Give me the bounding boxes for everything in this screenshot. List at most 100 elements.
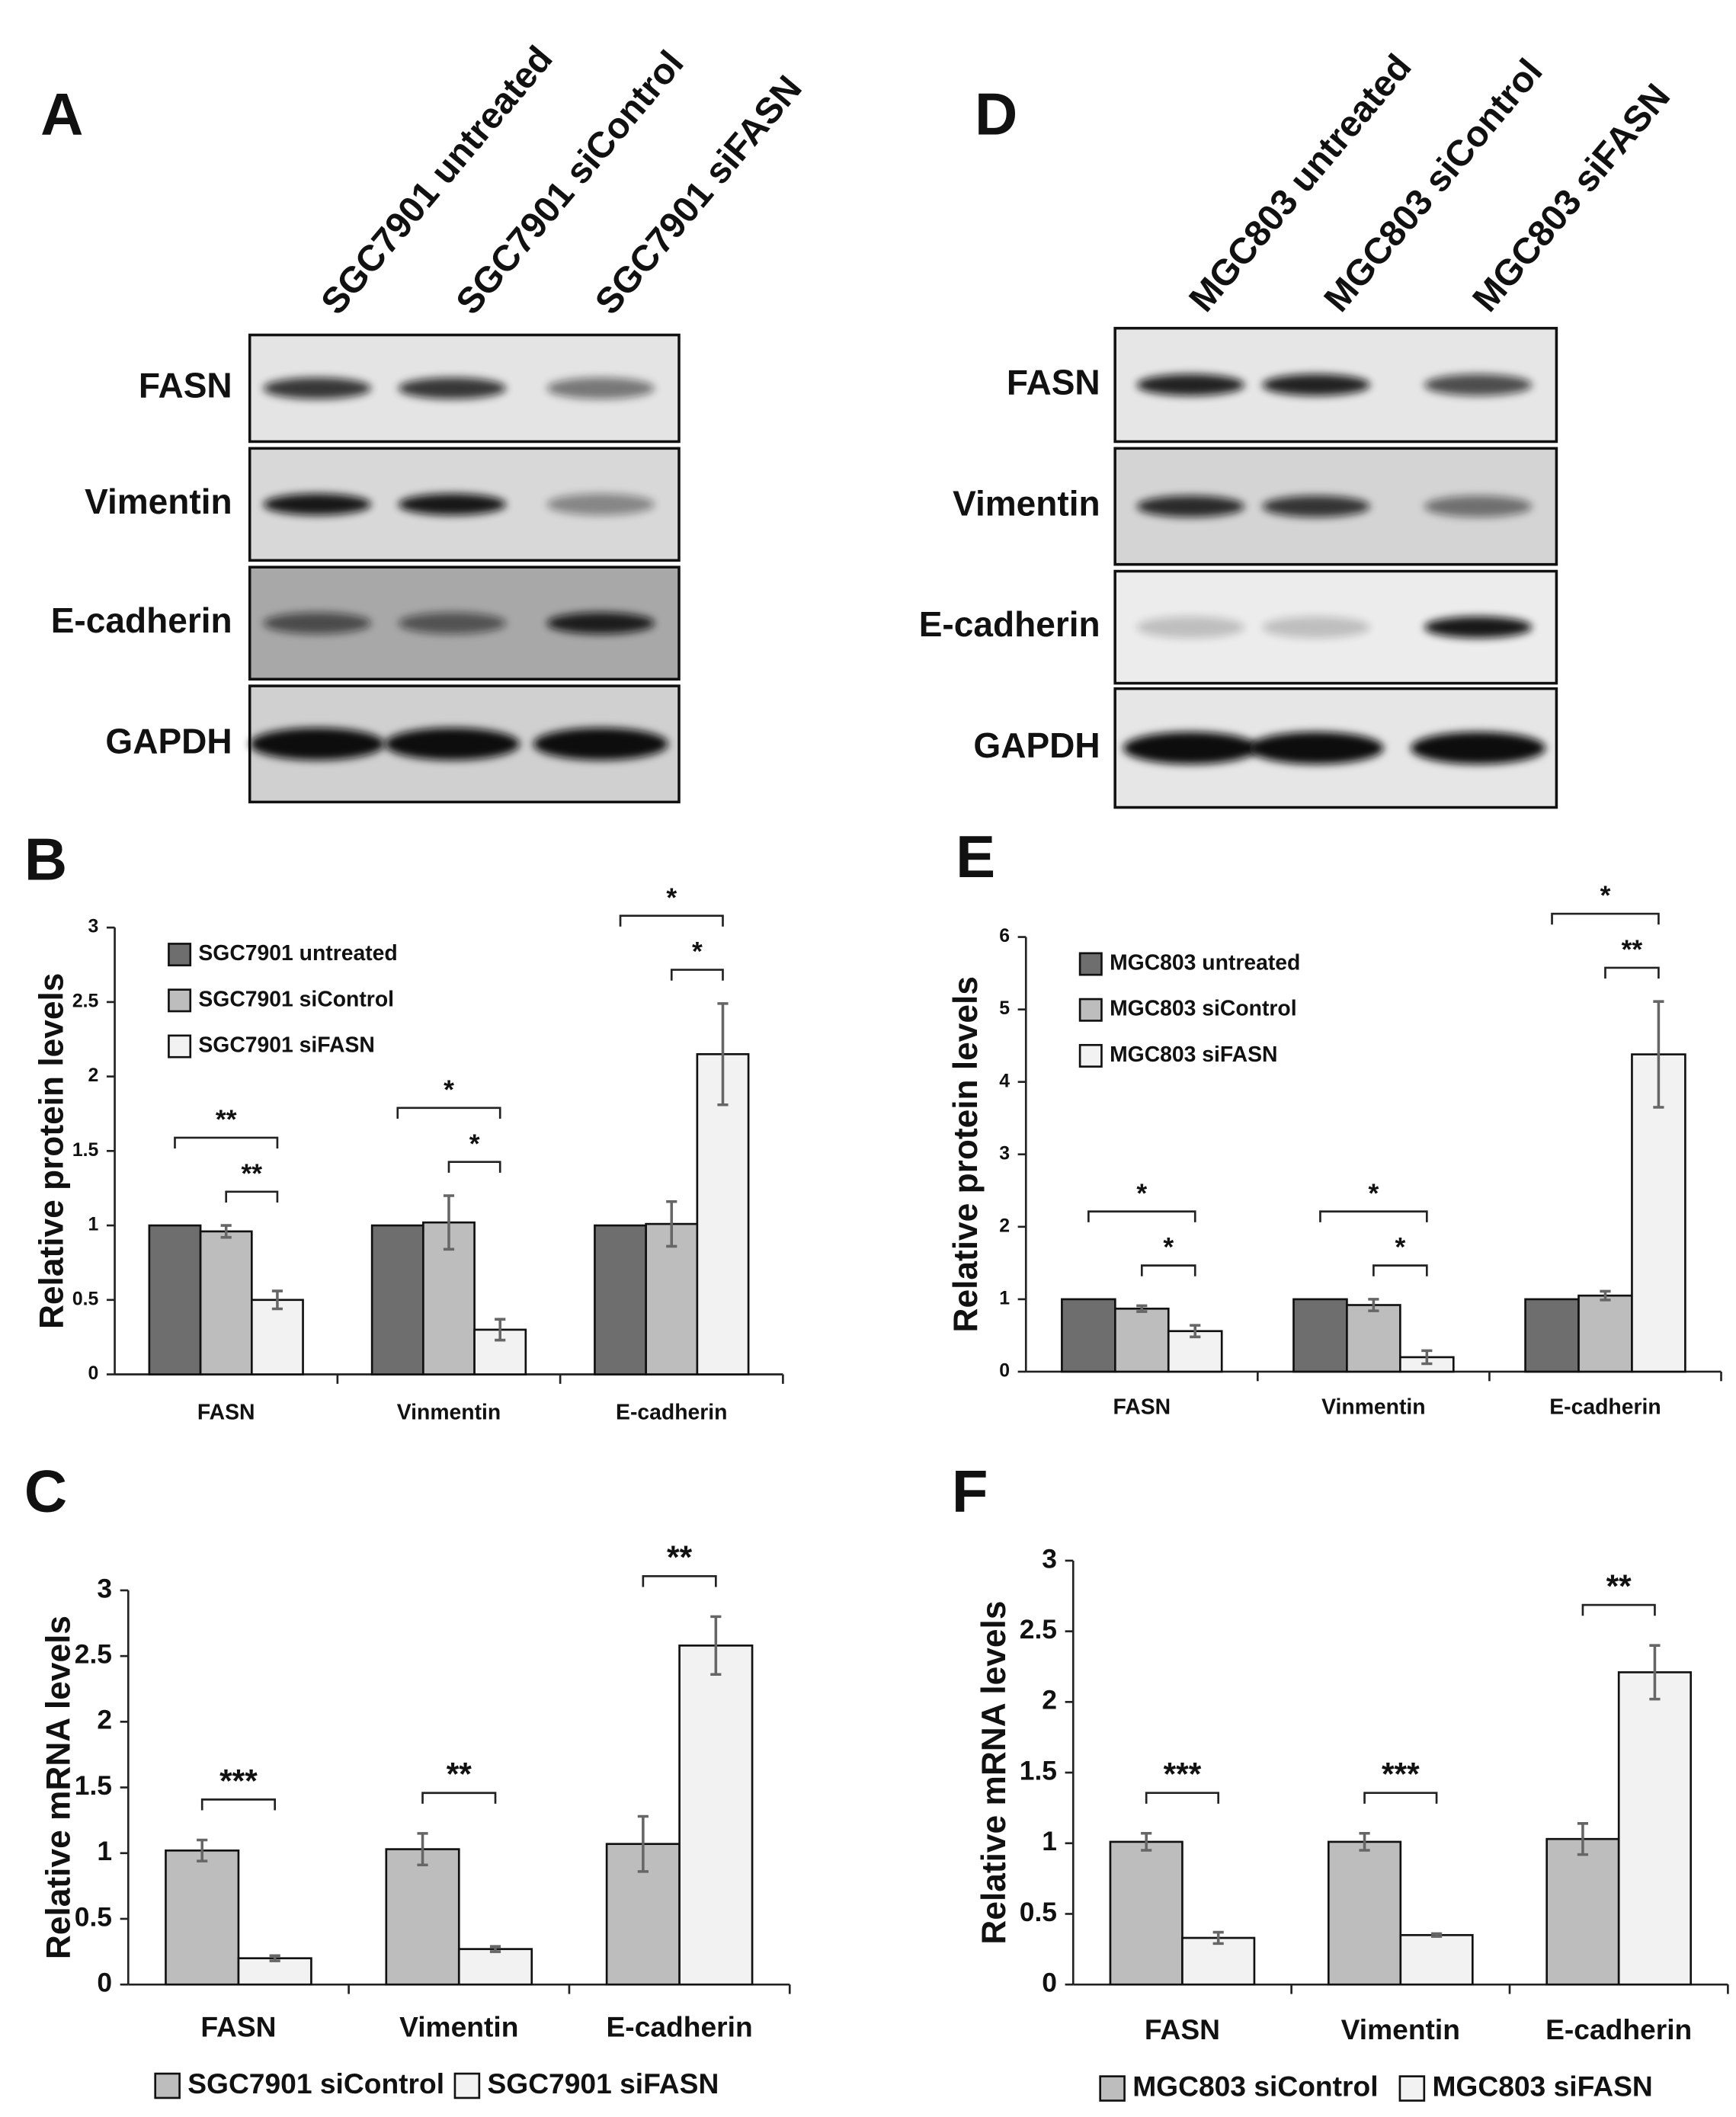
legend-swatch (168, 988, 192, 1013)
legend-label: MGC803 siControl (1132, 2070, 1378, 2102)
band (546, 493, 655, 516)
x-tick-label: Vinmentin (397, 1400, 501, 1424)
legend-swatch (1099, 2075, 1126, 2102)
y-axis-label: Relative mRNA levels (975, 1601, 1013, 1945)
significance-bracket (1087, 1210, 1196, 1222)
bar (1292, 1298, 1348, 1373)
y-tick-label: 1 (999, 1288, 1010, 1308)
significance-label: ** (447, 1757, 472, 1793)
y-tick-label: 2 (88, 1065, 99, 1086)
y-axis-label: Relative mRNA levels (40, 1616, 77, 1959)
error-bar (1212, 1930, 1224, 1946)
band (1424, 616, 1533, 639)
significance-label: * (1395, 1232, 1405, 1263)
bar (457, 1948, 533, 1986)
bar (385, 1848, 460, 1986)
error-bar (1359, 1832, 1370, 1852)
bar (199, 1230, 253, 1376)
legend-label: SGC7901 siControl (198, 987, 394, 1011)
y-tick-label: 1.5 (75, 1770, 112, 1801)
protein-label: Vimentin (953, 484, 1100, 524)
significance-label: *** (1382, 1757, 1420, 1793)
panel-letter: D (975, 81, 1017, 148)
legend-swatch (1398, 2075, 1426, 2102)
x-tick-label: FASN (200, 2010, 276, 2042)
legend-swatch (168, 1034, 192, 1058)
error-bar (1136, 1304, 1148, 1313)
x-tick-label: E-cadherin (1545, 2013, 1692, 2045)
significance-bracket (447, 1161, 501, 1173)
x-tick-label: Vimentin (1341, 2013, 1460, 2045)
significance-label: * (1600, 880, 1611, 911)
error-bar (1600, 1289, 1611, 1302)
bar (370, 1224, 424, 1376)
significance-label: * (1163, 1232, 1174, 1263)
legend-label: SGC7901 untreated (198, 941, 397, 966)
panel-letter: B (24, 826, 67, 893)
significance-bracket (1363, 1792, 1438, 1804)
significance-label: * (1368, 1178, 1379, 1209)
y-tick-label: 1 (88, 1215, 99, 1235)
y-tick-label: 0 (999, 1361, 1010, 1382)
band (1136, 373, 1245, 396)
bar (1617, 1671, 1693, 1986)
band (546, 612, 655, 634)
significance-label: * (444, 1075, 454, 1105)
significance-bracket (670, 969, 724, 981)
error-bar (1421, 1349, 1433, 1366)
bar (1545, 1837, 1620, 1986)
significance-label: *** (219, 1763, 258, 1799)
legend-swatch (1078, 998, 1103, 1022)
bar (1113, 1307, 1170, 1373)
legend-label: SGC7901 siFASN (487, 2067, 719, 2099)
bar (1181, 1936, 1256, 1986)
y-tick-label: 0.5 (75, 1901, 112, 1932)
protein-label: E-cadherin (51, 601, 232, 640)
y-tick-label: 2.5 (75, 1638, 112, 1669)
significance-label: ** (242, 1158, 263, 1189)
error-bar (717, 1002, 729, 1107)
bar (1399, 1933, 1474, 1986)
error-bar (443, 1194, 455, 1251)
legend-label: MGC803 untreated (1110, 950, 1300, 975)
protein-label: FASN (139, 366, 232, 405)
y-tick-label: 0 (88, 1363, 99, 1384)
significance-label: * (469, 1129, 480, 1159)
x-tick-label: E-cadherin (1549, 1395, 1661, 1419)
significance-bracket (1581, 1603, 1656, 1616)
band (1424, 495, 1533, 517)
error-bar (1649, 1644, 1661, 1701)
error-bar (1141, 1832, 1152, 1852)
bar (696, 1052, 750, 1376)
y-tick-label: 0.5 (72, 1289, 99, 1309)
x-tick-label: FASN (197, 1400, 255, 1424)
band (398, 377, 507, 399)
error-bar (666, 1200, 677, 1248)
band (546, 377, 655, 399)
legend-swatch (1078, 1043, 1103, 1068)
y-tick-label: 2 (999, 1215, 1010, 1236)
band (1262, 616, 1370, 639)
significance-bracket (1551, 912, 1660, 925)
legend-swatch (154, 2072, 181, 2099)
band (1411, 732, 1546, 764)
error-bar (710, 1615, 722, 1677)
bar (594, 1224, 647, 1376)
error-bar (1577, 1822, 1589, 1856)
bar (250, 1299, 304, 1376)
band (1123, 732, 1258, 764)
significance-label: ** (1606, 1569, 1632, 1605)
band (249, 728, 385, 761)
protein-label: Vimentin (85, 482, 232, 521)
y-tick-label: 2 (97, 1705, 112, 1735)
error-bar (271, 1289, 283, 1311)
bar (237, 1957, 312, 1986)
band (398, 493, 507, 516)
y-tick-label: 0.5 (1020, 1897, 1057, 1927)
y-tick-label: 3 (97, 1573, 112, 1603)
y-tick-label: 3 (999, 1143, 1010, 1164)
significance-bracket (421, 1792, 497, 1804)
error-bar (220, 1224, 232, 1239)
panel-letter: A (40, 81, 83, 148)
